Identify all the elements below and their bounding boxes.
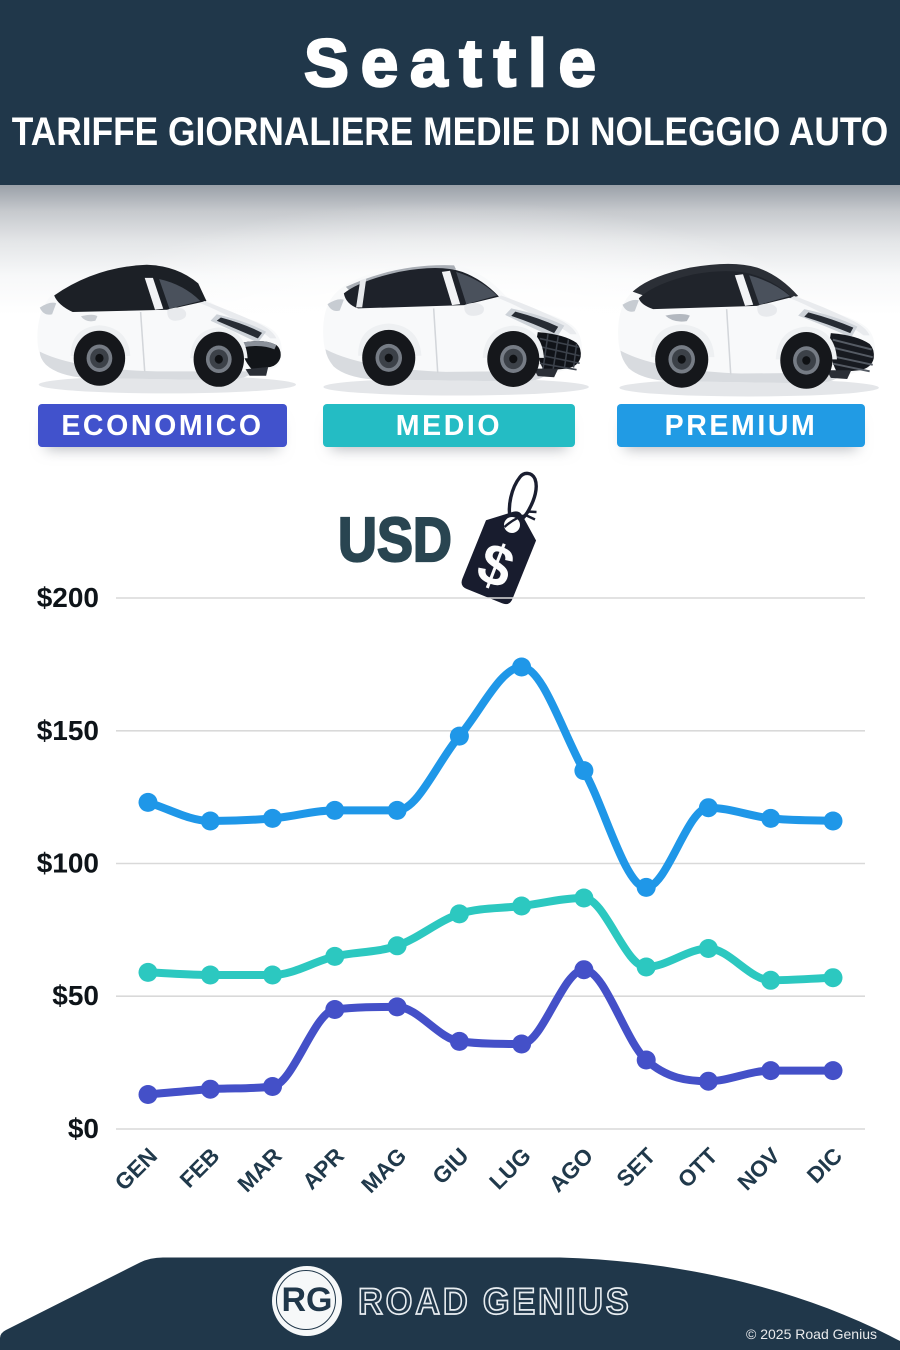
svg-text:MAR: MAR: [233, 1143, 287, 1197]
svg-text:APR: APR: [298, 1143, 349, 1194]
svg-text:FEB: FEB: [175, 1143, 224, 1192]
svg-text:$150: $150: [37, 715, 99, 746]
svg-text:GIU: GIU: [428, 1143, 474, 1189]
svg-text:DIC: DIC: [802, 1143, 847, 1188]
svg-text:$0: $0: [68, 1113, 99, 1144]
svg-text:MAG: MAG: [356, 1143, 411, 1198]
svg-text:$100: $100: [37, 848, 99, 879]
svg-text:SET: SET: [612, 1143, 661, 1192]
svg-text:GEN: GEN: [110, 1143, 162, 1195]
svg-text:LUG: LUG: [484, 1143, 535, 1194]
svg-text:NOV: NOV: [733, 1143, 785, 1195]
svg-text:AGO: AGO: [544, 1143, 598, 1197]
svg-text:OTT: OTT: [673, 1143, 723, 1193]
svg-text:$50: $50: [52, 980, 99, 1011]
svg-text:$200: $200: [37, 582, 99, 613]
